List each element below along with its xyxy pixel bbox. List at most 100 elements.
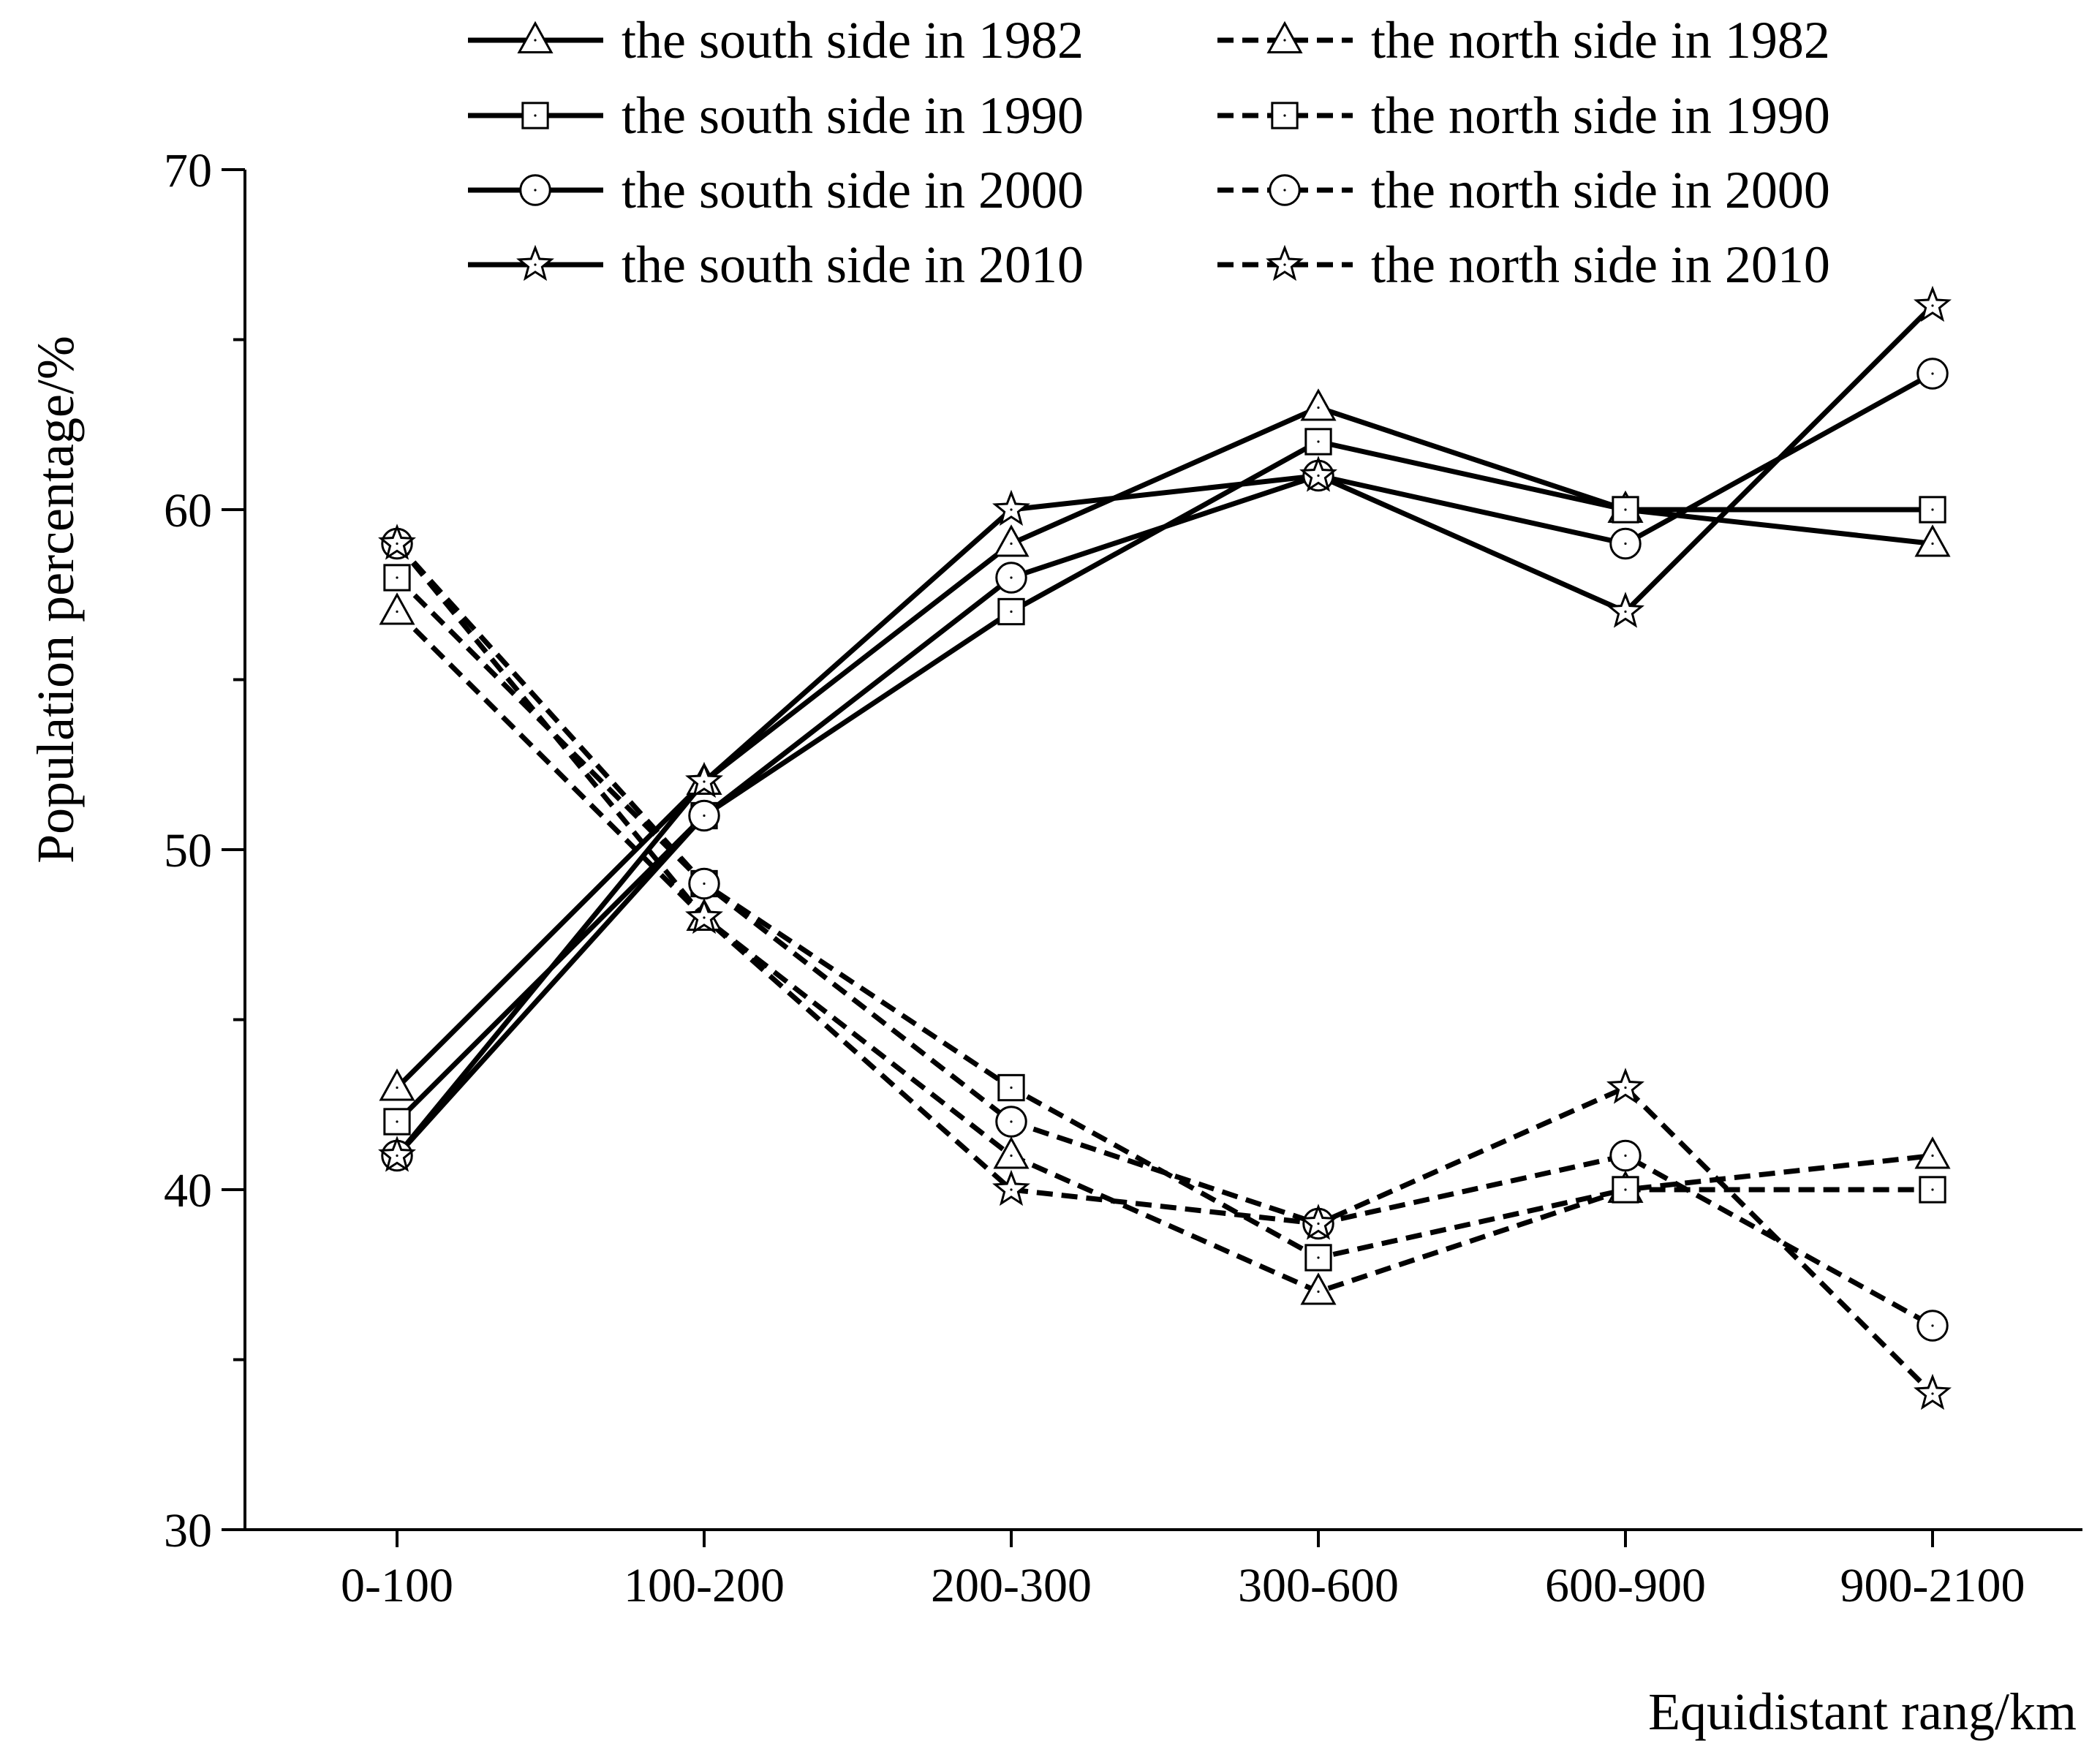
data-point-star-2: [992, 1169, 1030, 1206]
data-point-square-0-dot: [396, 1120, 399, 1123]
legend-label: the south side in 2000: [622, 161, 1084, 219]
data-point-star-3: [1299, 1204, 1337, 1240]
data-point-star-3: [1299, 456, 1337, 492]
data-point-circle-5-dot: [1931, 372, 1934, 375]
y-axis-ticks: 30 40 50 60 70: [164, 144, 245, 1557]
data-point-triangle-2: [993, 1136, 1030, 1169]
data-point-square-4: [1612, 1176, 1639, 1204]
data-point-triangle-0-dot: [396, 610, 399, 613]
data-point-triangle-2-dot: [1010, 542, 1013, 545]
data-point-triangle-0: [379, 1068, 415, 1101]
data-point-star-5: [1914, 285, 1952, 322]
data-point-star-4: [1606, 592, 1644, 628]
data-point-square-0-dot: [396, 576, 399, 579]
data-point-star-5: [1914, 1373, 1952, 1410]
data-point-square-0: [383, 564, 411, 592]
x-axis-ticks: 0-100 100-200 200-300 300-600 600-900 900-210…: [341, 1530, 2025, 1612]
data-point-star-3-dot: [1317, 1222, 1320, 1225]
legend-marker-dot: [534, 39, 537, 42]
legend-label: the north side in 1990: [1371, 86, 1830, 145]
legend-marker: [517, 20, 554, 53]
data-point-star-4: [1606, 1068, 1644, 1104]
data-point-triangle-0-dot: [396, 1086, 399, 1089]
data-point-square-2-dot: [1010, 1086, 1013, 1089]
data-point-star-1-dot: [703, 916, 706, 919]
legend-marker-dot: [1283, 114, 1286, 117]
data-point-circle-2-dot: [1010, 576, 1013, 579]
legend-marker: [1266, 244, 1304, 282]
data-point-triangle-2-dot: [1010, 1154, 1013, 1157]
data-point-star-0-dot: [396, 1154, 399, 1157]
data-point-star-1: [685, 761, 723, 798]
legend-marker: [521, 102, 549, 129]
data-point-triangle-3-dot: [1317, 1290, 1320, 1293]
series-lines: [395, 303, 1935, 1396]
data-point-star-5-dot: [1931, 304, 1934, 307]
data-point-circle-1-dot: [703, 882, 706, 885]
x-tick-label: 600-900: [1545, 1559, 1706, 1612]
legend-marker-dot: [534, 189, 537, 192]
legend-marker: [1266, 20, 1303, 53]
legend-marker-dot: [1283, 263, 1286, 266]
data-point-star-0: [378, 524, 416, 560]
data-point-star-3-dot: [1317, 474, 1320, 477]
series-line-the-south-side-in-1990: [395, 439, 1933, 1124]
data-point-star-0: [378, 1136, 416, 1172]
x-axis-title: Equidistant rang/km: [1648, 1682, 2077, 1741]
data-point-square-4-dot: [1624, 1188, 1627, 1191]
legend-marker-dot: [534, 263, 537, 266]
data-point-star-1-dot: [703, 780, 706, 783]
data-point-triangle-2: [993, 524, 1030, 557]
data-point-triangle-3-dot: [1317, 406, 1320, 409]
x-tick-label: 100-200: [624, 1559, 785, 1612]
data-point-triangle-5-dot: [1931, 1154, 1934, 1157]
data-point-circle-1-dot: [703, 814, 706, 817]
series-line-the-north-side-in-1990: [395, 575, 1933, 1261]
data-point-triangle-3: [1300, 388, 1337, 421]
data-point-triangle-0: [379, 592, 415, 625]
axes: [243, 170, 2082, 1531]
data-point-circle-4-dot: [1624, 1154, 1627, 1157]
legend-label: the north side in 1982: [1371, 11, 1830, 69]
x-tick-label: 900-2100: [1840, 1559, 2025, 1612]
legend-label: the north side in 2000: [1371, 161, 1830, 219]
data-point-square-3-dot: [1317, 1256, 1320, 1259]
y-axis-title: Population percentage/%: [26, 336, 85, 864]
data-point-circle-5-dot: [1931, 1324, 1934, 1327]
data-point-square-4-dot: [1624, 508, 1627, 511]
legend-marker-dot: [1283, 189, 1286, 192]
data-point-star-2-dot: [1010, 1188, 1013, 1191]
data-point-triangle-5: [1914, 524, 1951, 557]
series-line-the-south-side-in-2010: [395, 303, 1935, 1157]
series-line-the-north-side-in-2010: [395, 542, 1935, 1396]
y-tick-label: 70: [164, 144, 212, 197]
data-point-star-2: [992, 489, 1030, 526]
data-point-star-0-dot: [396, 542, 399, 545]
x-tick-label: 0-100: [341, 1559, 453, 1612]
y-tick-label: 40: [164, 1164, 212, 1217]
legend-label: the south side in 1990: [622, 86, 1084, 145]
data-point-star-4-dot: [1624, 610, 1627, 613]
y-tick-label: 50: [164, 824, 212, 877]
data-point-square-3-dot: [1317, 440, 1320, 443]
data-point-square-5-dot: [1931, 508, 1934, 511]
y-tick-label: 30: [164, 1504, 212, 1557]
legend-marker: [516, 244, 554, 282]
legend-label: the south side in 1982: [622, 11, 1084, 69]
legend-label: the north side in 2010: [1371, 235, 1830, 294]
series-line-the-north-side-in-2000: [395, 542, 1934, 1329]
data-point-triangle-5: [1914, 1136, 1951, 1169]
data-point-square-5-dot: [1931, 1188, 1934, 1191]
series-line-the-south-side-in-2000: [395, 371, 1934, 1157]
x-tick-label: 200-300: [931, 1559, 1092, 1612]
legend: the south side in 1982 the north side in …: [468, 11, 1830, 294]
y-tick-label: 60: [164, 484, 212, 537]
data-point-star-1: [685, 897, 723, 934]
data-point-star-2-dot: [1010, 508, 1013, 511]
data-point-star-5-dot: [1931, 1392, 1934, 1395]
data-point-star-4-dot: [1624, 1086, 1627, 1089]
data-point-triangle-3: [1300, 1272, 1337, 1305]
data-point-circle-4-dot: [1624, 542, 1627, 545]
legend-marker-dot: [1283, 39, 1286, 42]
